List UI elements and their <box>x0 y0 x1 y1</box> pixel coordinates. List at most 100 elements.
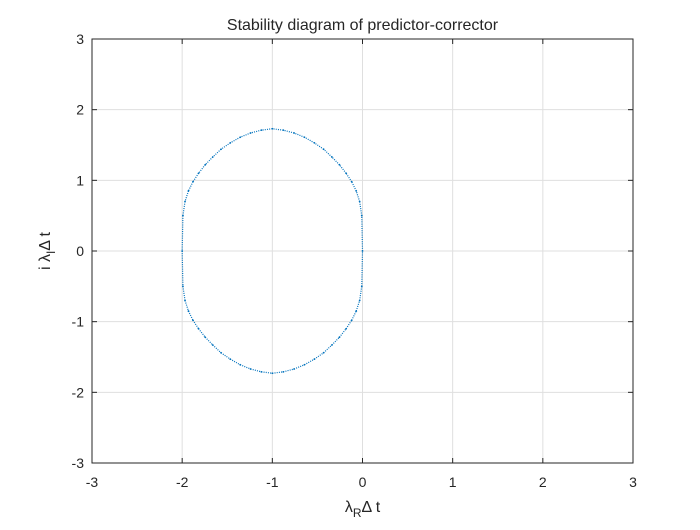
data-point <box>211 344 214 346</box>
data-point <box>303 136 306 139</box>
data-point <box>282 370 285 373</box>
y-tick-label: -1 <box>72 314 85 330</box>
data-point <box>260 129 263 132</box>
boundary-segment <box>239 364 251 370</box>
data-point <box>350 180 353 183</box>
boundary-segment <box>181 215 184 252</box>
chart-title: Stability diagram of predictor-corrector <box>227 17 499 34</box>
boundary-segment <box>304 358 315 366</box>
boundary-segment <box>181 250 184 287</box>
boundary-segment <box>198 328 206 338</box>
data-point <box>331 156 333 158</box>
data-point <box>303 363 306 366</box>
y-tick-label: 0 <box>76 243 84 259</box>
boundary-segment <box>345 172 353 183</box>
data-point <box>211 156 214 158</box>
boundary-segment <box>293 364 305 370</box>
boundary-segment <box>204 156 214 166</box>
data-point <box>260 370 263 373</box>
data-point <box>360 214 363 217</box>
boundary-segment <box>293 132 305 138</box>
data-point <box>197 327 200 330</box>
data-point <box>282 129 285 132</box>
data-point <box>345 172 348 175</box>
boundary-segment <box>331 156 340 166</box>
series-group <box>181 127 364 375</box>
data-point <box>360 285 363 288</box>
boundary-segment <box>187 310 194 321</box>
boundary-segment <box>250 368 262 373</box>
ticks <box>91 38 634 464</box>
boundary-segment <box>182 201 186 216</box>
data-point <box>182 285 184 288</box>
boundary-segment <box>182 286 186 301</box>
boundary-segment <box>331 336 340 346</box>
y-tick-label: -3 <box>72 455 85 471</box>
boundary-segment <box>351 310 357 321</box>
boundary-segment <box>283 368 295 373</box>
boundary-segment <box>220 352 231 360</box>
boundary-segment <box>220 142 231 150</box>
data-point <box>239 363 242 366</box>
data-point <box>187 310 190 312</box>
data-point <box>229 141 232 144</box>
data-point <box>249 368 252 370</box>
boundary-segment <box>355 300 361 312</box>
boundary-segment <box>192 172 200 183</box>
data-point <box>350 319 353 322</box>
boundary-segment <box>283 129 295 134</box>
boundary-segment <box>187 181 194 192</box>
x-tick-label: -2 <box>176 474 189 490</box>
boundary-segment <box>361 250 364 287</box>
data-point <box>358 299 361 302</box>
data-point <box>313 141 316 144</box>
data-point <box>313 358 316 361</box>
data-point <box>293 368 295 370</box>
boundary-segment <box>361 215 364 252</box>
boundary-segment <box>192 319 200 330</box>
x-tick-label: 0 <box>359 474 367 490</box>
y-axis-label: i λIΔ t <box>37 231 58 270</box>
x-tick-label: 2 <box>539 474 547 490</box>
x-tick-label: -1 <box>266 474 279 490</box>
data-point <box>184 200 186 203</box>
x-tick-label: 1 <box>449 474 457 490</box>
boundary-segment <box>198 164 206 174</box>
data-point <box>358 200 361 203</box>
boundary-segment <box>250 129 262 134</box>
boundary-segment <box>212 344 222 354</box>
data-point <box>204 163 207 166</box>
boundary-segment <box>184 190 190 202</box>
x-tick-label: -3 <box>86 474 99 490</box>
data-point <box>204 336 207 339</box>
data-point <box>187 190 190 192</box>
data-point <box>271 127 274 130</box>
x-axis-label: λRΔ t <box>345 499 381 520</box>
data-point <box>271 372 274 375</box>
boundary-segment <box>338 164 347 174</box>
data-point <box>181 250 184 252</box>
boundary-segment <box>229 136 241 144</box>
boundary-segment <box>345 319 353 330</box>
data-point <box>322 351 325 354</box>
data-point <box>355 190 358 192</box>
data-point <box>345 327 348 330</box>
boundary-segment <box>184 300 190 312</box>
boundary-segment <box>359 286 363 301</box>
data-point <box>184 299 186 302</box>
y-tick-labels: -3 -2 -1 0 1 2 3 <box>72 31 85 471</box>
data-point <box>331 344 333 346</box>
boundary-segment <box>261 371 273 374</box>
boundary-segment <box>323 148 333 158</box>
boundary-segment <box>204 336 214 346</box>
boundary-segment <box>351 181 357 192</box>
series-layer <box>181 127 364 375</box>
data-point <box>220 351 222 354</box>
y-tick-label: 1 <box>76 172 84 188</box>
boundary-segment <box>272 128 284 131</box>
data-point <box>338 336 341 339</box>
y-tick-label: 2 <box>76 102 84 118</box>
data-point <box>239 136 242 139</box>
